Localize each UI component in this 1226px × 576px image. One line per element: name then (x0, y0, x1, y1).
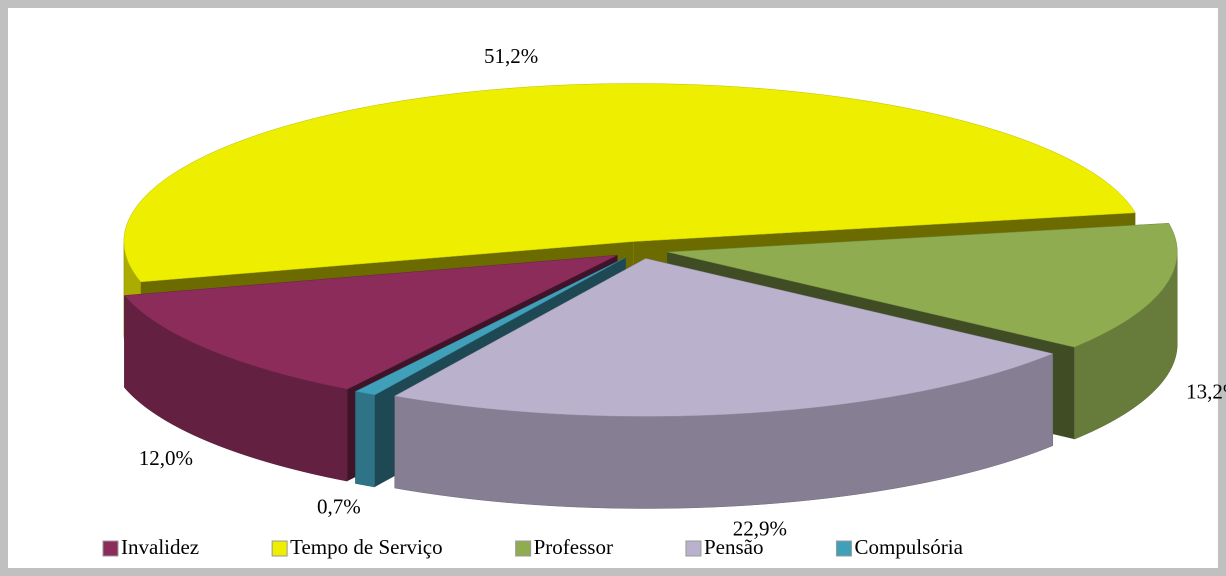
data-label: 22,9% (733, 516, 787, 540)
pie (123, 83, 1178, 509)
legend-swatch (685, 540, 702, 557)
legend-label: Invalidez (121, 535, 199, 559)
legend-swatch (102, 540, 119, 557)
legend-swatch (835, 540, 852, 557)
data-label: 51,2% (484, 44, 538, 68)
legend-swatch (515, 540, 532, 557)
slice-top (667, 222, 1178, 348)
data-label: 13,2% (1186, 380, 1226, 404)
pie-slice (393, 258, 1054, 509)
slice-top (123, 254, 618, 390)
legend-label: Pensão (704, 535, 764, 559)
legend-label: Compulsória (854, 535, 963, 559)
slice-top (354, 257, 626, 396)
legend-label: Tempo de Serviço (290, 535, 443, 559)
legend-swatch (271, 540, 288, 557)
data-label: 0,7% (317, 495, 361, 519)
legend: Invalidez Tempo de Serviço Professor Pensão… (102, 535, 964, 559)
data-label: 12,0% (139, 446, 193, 470)
slice-top (393, 258, 1054, 417)
slice-top (123, 83, 1136, 283)
legend-label: Professor (534, 535, 613, 559)
slice-outer-wall (355, 391, 375, 488)
data-labels: 51,2% 13,2% 12,0% 0,7% 22,9% (139, 44, 1226, 541)
